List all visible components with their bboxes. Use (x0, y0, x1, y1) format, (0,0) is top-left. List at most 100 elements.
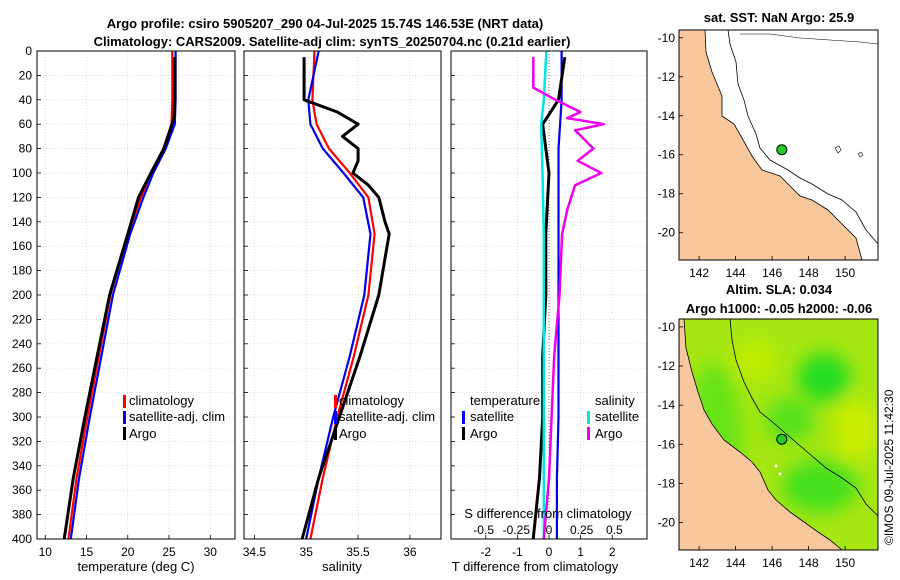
difference-secondary-tick-label: 0.5 (606, 523, 623, 537)
sst-map-argo-marker (776, 144, 788, 156)
salinity-legend-climatology: climatology (339, 393, 405, 408)
sla-map-ytick-label: -12 (658, 359, 676, 373)
sla-map-ytick-label: -16 (658, 437, 676, 451)
salinity-legend-argo-swatch (334, 427, 337, 440)
sst-map-xtick-label: 148 (799, 266, 819, 280)
depth-tick-label: 40 (19, 93, 33, 107)
depth-tick-label: 180 (12, 264, 32, 278)
sla-map-panel: Altim. SLA: 0.034 Argo h1000: -0.05 h200… (658, 282, 879, 570)
temperature-xtick-label: 30 (204, 545, 218, 559)
sst-map-xtick-label: 144 (726, 266, 746, 280)
difference-xtick-label: 0 (546, 545, 553, 559)
depth-tick-label: 120 (12, 190, 32, 204)
difference-xtick-label: 1 (577, 545, 584, 559)
depth-tick-label: 220 (12, 312, 32, 326)
difference-secondary-tick-label: -0.25 (503, 523, 531, 537)
temperature-series-satellite-adj-clim (69, 51, 177, 540)
temperature-panel: 10 15 20 25 30020406080100120140160180200220… (12, 44, 236, 574)
salinity-panel: 34.5 35 35.5 36 salinity climatology satell… (243, 50, 442, 574)
difference-secondary-xlabel: S difference from climatology (464, 506, 632, 521)
difference-grid (451, 50, 647, 540)
depth-tick-label: 260 (12, 361, 32, 375)
sst-map-ytick-label: -20 (658, 226, 676, 240)
temperature-xtick-label: 10 (39, 545, 53, 559)
sla-map-shelf-contour (729, 319, 878, 517)
sst-map-ticks: 142 144 146 148 150 -10 -12 -14 -16 -18 -20 (658, 31, 856, 280)
sst-map-island-1 (834, 145, 842, 154)
depth-tick-label: 320 (12, 434, 32, 448)
sla-map-axes-box (678, 318, 879, 551)
depth-tick-label: 100 (12, 166, 32, 180)
temperature-series (62, 51, 177, 540)
salinity-legend-argo: Argo (339, 426, 366, 441)
temperature-legend-satellite-swatch (123, 411, 126, 424)
difference-ticks: -2 -1 0 1 2 -0.5 -0.25 0 0.25 0.5 (451, 50, 623, 559)
imos-watermark: ©IMOS 09-Jul-2025 11:42:30 (882, 389, 896, 545)
temperature-xtick-label: 20 (121, 545, 135, 559)
sla-map-xtick-label: 150 (835, 556, 855, 570)
salinity-xtick-label: 35.5 (346, 545, 370, 559)
salinity-xtick-label: 35 (300, 545, 314, 559)
sla-map-low-2 (732, 340, 776, 380)
difference-secondary-tick-label: 0 (546, 523, 553, 537)
difference-legend-temp-satellite: satellite (470, 409, 514, 424)
temperature-xlabel: temperature (deg C) (77, 559, 194, 574)
sst-map-island-2 (857, 151, 864, 158)
difference-legend-sal-satellite: satellite (595, 409, 639, 424)
sla-map-ticks: 142 144 146 148 150 -10 -12 -14 -16 -18 -20 (658, 320, 856, 570)
sla-map-title-line2: Argo h1000: -0.05 h2000: -0.06 (686, 301, 872, 316)
temperature-ticks: 10 15 20 25 30020406080100120140160180200220… (12, 44, 217, 559)
sst-map-title: sat. SST: NaN Argo: 25.9 (704, 10, 855, 25)
salinity-series-satellite-adj-clim (305, 50, 372, 540)
sla-map-ytick-label: -10 (658, 320, 676, 334)
temperature-legend-argo-swatch (123, 427, 126, 440)
difference-legend-sal-argo: Argo (595, 426, 622, 441)
sla-map-xtick-label: 142 (689, 556, 709, 570)
sla-map-reef-dot-2 (778, 472, 782, 476)
temperature-legend: climatology satellite-adj. clim Argo (123, 393, 225, 441)
difference-secondary-tick-label: -0.5 (473, 523, 494, 537)
difference-series (531, 50, 606, 540)
figure-title-line1: Argo profile: csiro 5905207_290 04-Jul-2… (107, 16, 543, 31)
depth-tick-label: 200 (12, 288, 32, 302)
sla-map-low-1 (834, 400, 878, 460)
salinity-legend-satellite: satellite-adj. clim (339, 409, 435, 424)
difference-panel: -2 -1 0 1 2 -0.5 -0.25 0 0.25 0.5 T difference fr… (450, 50, 648, 574)
depth-tick-label: 0 (25, 44, 32, 58)
depth-tick-label: 340 (12, 459, 32, 473)
sla-map-ytick-label: -18 (658, 476, 676, 490)
depth-tick-label: 80 (19, 142, 33, 156)
difference-legend-sal-satellite-swatch (587, 411, 590, 424)
sst-map-reef-outline (740, 33, 879, 45)
depth-tick-label: 20 (19, 68, 33, 82)
depth-tick-label: 280 (12, 386, 32, 400)
temperature-series-argo (62, 57, 177, 540)
salinity-xtick-label: 34.5 (243, 545, 267, 559)
difference-series-satellite-temperature- (555, 51, 563, 539)
salinity-xtick-label: 36 (403, 545, 417, 559)
difference-series-argo-temperature- (531, 56, 567, 540)
difference-legend-sal-argo-swatch (587, 427, 590, 440)
sst-map-shelf-contour (727, 29, 879, 245)
temperature-legend-argo: Argo (129, 426, 156, 441)
difference-xlabel: T difference from climatology (452, 559, 619, 574)
sst-map-xtick-label: 142 (689, 266, 709, 280)
sla-map-xtick-label: 144 (726, 556, 746, 570)
depth-tick-label: 300 (12, 410, 32, 424)
sla-map-high-anomaly (798, 354, 850, 402)
sst-map-xtick-label: 150 (835, 266, 855, 280)
sst-map-ytick-label: -16 (658, 148, 676, 162)
difference-series-satellite-salinity- (539, 50, 548, 539)
sst-map-land (678, 29, 863, 261)
sla-map-ridge-1 (766, 398, 814, 442)
sst-map-axes-box (678, 29, 879, 261)
salinity-grid (244, 50, 441, 540)
difference-xtick-label: -1 (512, 545, 523, 559)
sla-map-reef-dot-1 (774, 464, 778, 468)
sla-map-ytick-label: -20 (658, 516, 676, 530)
sla-map-xtick-label: 148 (799, 556, 819, 570)
difference-legend-temp-argo-swatch (462, 427, 465, 440)
sst-map-ytick-label: -18 (658, 187, 676, 201)
salinity-legend: climatology satellite-adj. clim Argo (334, 393, 435, 441)
